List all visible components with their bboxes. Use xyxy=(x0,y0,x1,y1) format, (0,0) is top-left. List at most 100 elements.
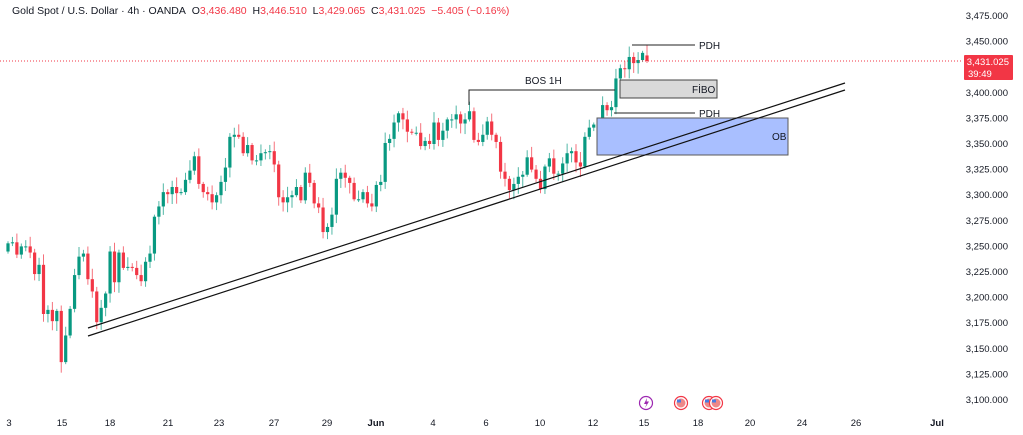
candle-body xyxy=(285,197,290,203)
candle-body xyxy=(59,310,63,363)
candle-body xyxy=(237,134,241,137)
candle-bearish xyxy=(476,132,480,146)
candle-body xyxy=(512,183,516,191)
candle-body xyxy=(414,132,418,134)
candle-bullish xyxy=(392,114,396,148)
bos-line[interactable]: BOS 1H xyxy=(468,76,615,105)
candle-bullish xyxy=(512,177,516,200)
symbol-title[interactable]: Gold Spot / U.S. Dollar · 4h · OANDA xyxy=(12,5,186,17)
candle-body xyxy=(55,310,59,322)
candle-body xyxy=(254,160,259,162)
candle-body xyxy=(166,192,170,195)
candle-body xyxy=(6,243,10,252)
symbol-legend: Gold Spot / U.S. Dollar · 4h · OANDA O3,… xyxy=(12,5,509,17)
candle-bullish xyxy=(104,291,108,317)
candle-bullish xyxy=(148,245,152,269)
time-tick-label: Jun xyxy=(368,418,385,429)
time-axis[interactable]: 3 15 18 21 23 27 29 Jun 4 6 10 12 15 18 20 24 26 Jul xyxy=(6,418,944,429)
candle-bullish xyxy=(55,308,59,331)
candle-body xyxy=(46,309,50,314)
candle-bullish xyxy=(188,160,192,184)
fibo-zone[interactable]: FİBO xyxy=(619,79,718,99)
candle-bearish xyxy=(623,61,627,78)
candle-body xyxy=(10,242,15,244)
candle-body xyxy=(228,136,232,168)
price-tick-label: 3,250.000 xyxy=(966,241,1008,252)
candle-body xyxy=(135,267,139,276)
candle-bearish xyxy=(436,117,441,147)
candle-body xyxy=(246,145,250,154)
candle-body xyxy=(41,264,46,314)
candle-bullish xyxy=(521,170,525,188)
candle-bullish xyxy=(254,154,259,166)
candle-bullish xyxy=(569,147,574,163)
time-tick-label: 27 xyxy=(269,418,280,429)
lightning-event-icon[interactable] xyxy=(638,395,654,411)
candle-body xyxy=(72,275,77,309)
price-tick-label: 3,100.000 xyxy=(966,395,1008,406)
candle-body xyxy=(427,140,432,144)
pdh-top-line[interactable]: PDH xyxy=(632,41,720,52)
price-tick-label: 3,225.000 xyxy=(966,267,1008,278)
candle-body xyxy=(117,252,121,283)
candle-bearish xyxy=(28,236,32,259)
candle-body xyxy=(15,242,19,255)
us-flag-event-icon[interactable] xyxy=(673,395,689,411)
candle-body xyxy=(361,192,365,200)
candle-body xyxy=(609,107,614,111)
candle-bearish xyxy=(281,190,285,212)
price-tick-label: 3,300.000 xyxy=(966,190,1008,201)
price-axis[interactable]: 3,475.000 3,450.000 3,400.000 3,375.000 3,35… xyxy=(966,11,1008,406)
candle-body xyxy=(383,142,387,182)
candle-body xyxy=(219,181,223,196)
candle-bullish xyxy=(46,305,50,323)
candle-body xyxy=(379,181,383,185)
candle-body xyxy=(339,172,343,179)
trendline-lower[interactable] xyxy=(87,89,846,337)
candle-body xyxy=(19,246,23,255)
candle-bearish xyxy=(472,107,476,143)
time-tick-label: 15 xyxy=(57,418,68,429)
candle-bullish xyxy=(640,50,645,63)
candle-body xyxy=(640,52,645,61)
candle-body xyxy=(587,127,591,137)
candle-bullish xyxy=(388,134,392,151)
candle-body xyxy=(343,172,347,178)
candle-bearish xyxy=(405,110,409,143)
candle-body xyxy=(454,114,458,120)
price-tick-label: 3,275.000 xyxy=(966,216,1008,227)
candle-body xyxy=(365,192,370,204)
candle-body xyxy=(175,187,179,194)
candle-body xyxy=(334,178,338,215)
price-tick-label: 3,200.000 xyxy=(966,293,1008,304)
candle-body xyxy=(623,68,627,70)
candle-bullish xyxy=(583,132,587,169)
candle-bullish xyxy=(609,100,614,117)
pdh-bottom-label: PDH xyxy=(699,109,720,120)
ob-zone[interactable]: OB xyxy=(596,117,789,156)
candle-bearish xyxy=(308,163,312,188)
candle-body xyxy=(223,167,228,182)
time-tick-label: Jul xyxy=(930,418,944,429)
price-tick-label: 3,125.000 xyxy=(966,369,1008,380)
candle-bullish xyxy=(72,268,77,313)
candle-bullish xyxy=(81,249,86,262)
candle-body xyxy=(463,119,467,124)
price-tick-label: 3,450.000 xyxy=(966,37,1008,48)
pdh-bottom-line[interactable]: PDH xyxy=(614,109,720,120)
candle-body xyxy=(507,178,512,191)
candle-bearish xyxy=(317,197,321,214)
candle-body xyxy=(232,134,236,137)
candle-bullish xyxy=(10,236,15,247)
candle-bullish xyxy=(37,257,41,282)
us-flag-event-icon[interactable] xyxy=(708,395,724,411)
candle-body xyxy=(503,171,507,179)
trendline-upper[interactable] xyxy=(87,82,846,329)
time-tick-label: 18 xyxy=(693,418,704,429)
candle-body xyxy=(388,138,392,143)
time-tick-label: 3 xyxy=(6,418,11,429)
candle-body xyxy=(592,124,596,128)
candle-body xyxy=(139,275,143,282)
bos-label: BOS 1H xyxy=(525,76,562,87)
